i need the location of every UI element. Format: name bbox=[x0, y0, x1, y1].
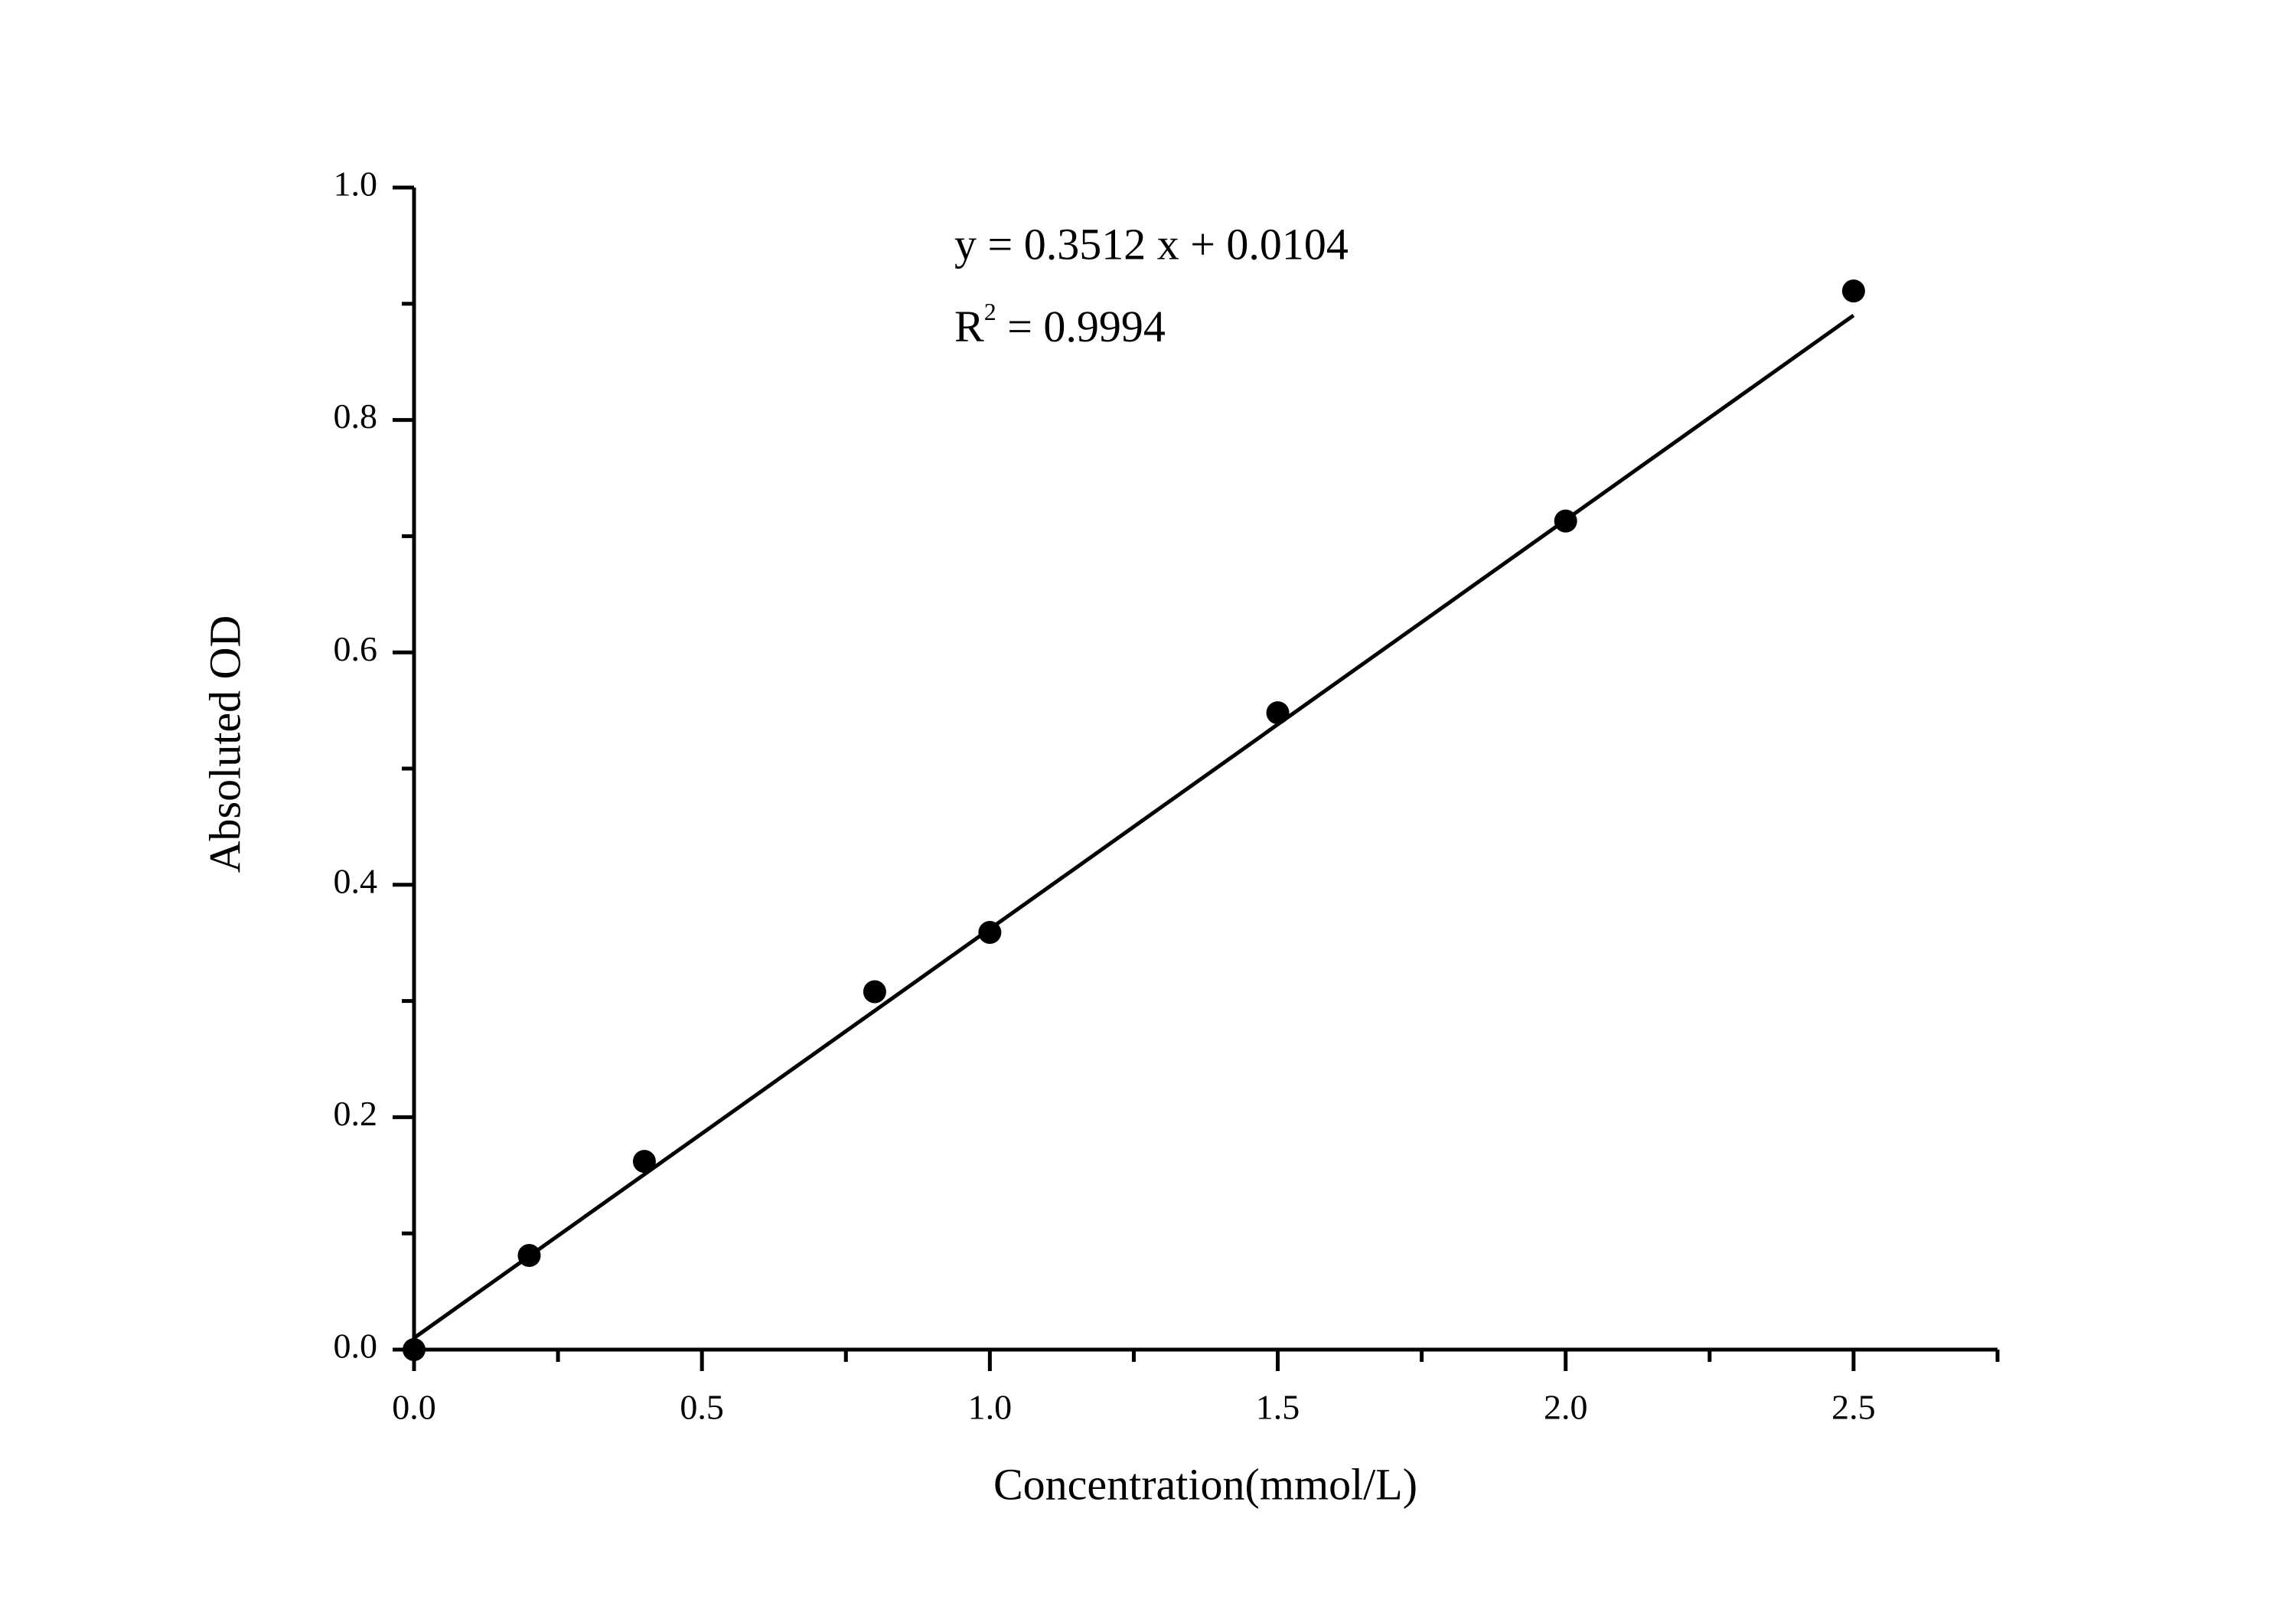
r-base: R bbox=[954, 302, 984, 351]
y-tick-label: 0.0 bbox=[334, 1327, 378, 1366]
x-tick-label: 2.0 bbox=[1544, 1388, 1588, 1427]
data-point bbox=[1841, 279, 1865, 303]
x-tick-label: 0.5 bbox=[680, 1388, 724, 1427]
x-tick-label: 0.0 bbox=[392, 1388, 436, 1427]
r-rest: = 0.9994 bbox=[996, 302, 1166, 351]
y-axis-title: Absoluted OD bbox=[200, 615, 249, 873]
data-point bbox=[632, 1150, 656, 1174]
y-tick-label: 0.8 bbox=[334, 397, 378, 436]
data-point bbox=[863, 980, 886, 1004]
x-tick-label: 1.5 bbox=[1256, 1388, 1300, 1427]
r-sup: 2 bbox=[984, 298, 996, 325]
y-tick-label: 0.4 bbox=[334, 861, 378, 900]
x-tick-label: 1.0 bbox=[968, 1388, 1013, 1427]
equation: y = 0.3512 x + 0.0104 bbox=[954, 219, 1349, 269]
r-squared: R2 = 0.9994 bbox=[954, 298, 1166, 351]
fit-line bbox=[413, 313, 1855, 1340]
y-tick-label: 1.0 bbox=[334, 165, 378, 204]
y-tick-label: 0.6 bbox=[334, 629, 378, 668]
y-tick-label: 0.2 bbox=[334, 1094, 378, 1133]
x-axis-title: Concentration(mmol/L) bbox=[993, 1459, 1417, 1509]
x-tick-label: 2.5 bbox=[1831, 1388, 1876, 1427]
data-point bbox=[403, 1338, 426, 1361]
